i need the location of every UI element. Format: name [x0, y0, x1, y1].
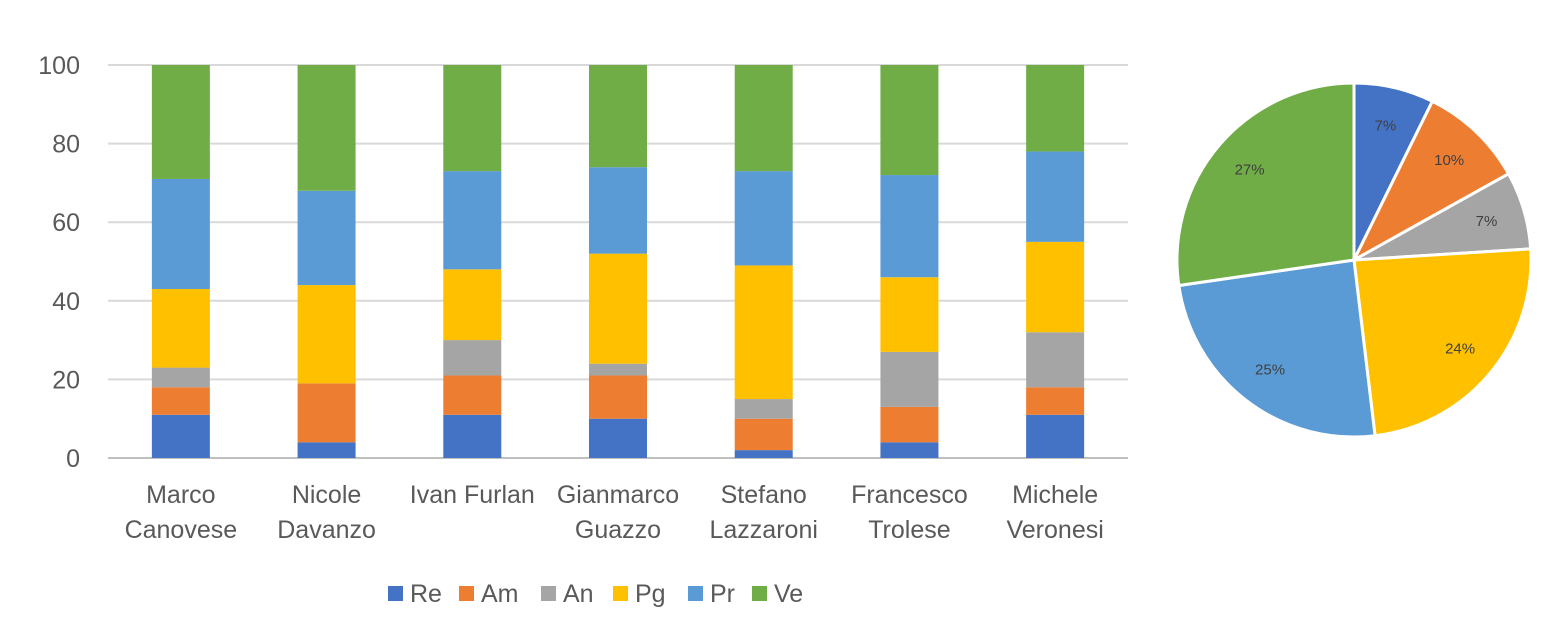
bar-segment-re [880, 442, 939, 458]
legend-label: An [563, 580, 594, 608]
bar-segment-re [589, 418, 647, 458]
bar-segment-pg [589, 253, 647, 364]
y-axis-ticks: 0 20 40 60 80 100 [38, 52, 80, 473]
bar-segment-am [880, 406, 939, 443]
bar-segment-an [151, 367, 210, 388]
bar-segment-re [734, 450, 793, 458]
bar-segment-am [297, 383, 356, 443]
x-tick-label-line: Lazzaroni [710, 516, 818, 544]
legend-swatch-an [541, 586, 556, 601]
bar-segment-am [734, 418, 793, 451]
bar-segment-ve [880, 65, 939, 176]
x-tick-label: Michele Veronesi [1006, 481, 1103, 544]
bar-segment-pg [443, 269, 502, 341]
x-tick-label: Gianmarco Guazzo [557, 481, 679, 544]
bar-segment-pg [297, 285, 356, 384]
bar-segment-ve [1026, 65, 1085, 152]
legend-label: Am [481, 580, 519, 608]
bar-segment-pg [734, 265, 793, 400]
bar-segment-am [443, 375, 502, 415]
x-tick-label-line: Stefano [721, 481, 807, 509]
pie-data-label: 7% [1476, 213, 1498, 230]
bar-segment-ve [297, 65, 356, 191]
bar-segment-pr [151, 178, 210, 290]
pie-data-label: 7% [1375, 118, 1397, 135]
y-tick-label: 0 [66, 445, 80, 473]
x-tick-label: Marco Canovese [125, 481, 238, 544]
legend-label: Pg [635, 580, 666, 608]
bar-segment-re [297, 442, 356, 458]
bars [151, 65, 1085, 458]
y-tick-label: 40 [52, 288, 80, 316]
x-tick-label-line: Trolese [868, 516, 950, 544]
bar-segment-am [589, 375, 647, 419]
x-tick-label: Nicole Davanzo [277, 481, 376, 544]
x-axis-labels: Marco Canovese Nicole Davanzo Ivan Furlan Gia… [125, 481, 1104, 544]
legend-swatch-ve [752, 586, 767, 601]
legend-label: Re [410, 580, 442, 608]
legend-swatch-pr [688, 586, 703, 601]
x-tick-label-line: Guazzo [575, 516, 661, 544]
y-tick-label: 60 [52, 209, 80, 237]
bar-segment-re [151, 414, 210, 458]
pie-data-label: 10% [1434, 152, 1464, 169]
pie-data-label: 25% [1255, 362, 1285, 379]
bar-segment-an [880, 351, 939, 407]
bar-segment-pr [297, 190, 356, 286]
x-tick-label-line: Marco [146, 481, 215, 509]
x-tick-label: Francesco Trolese [851, 481, 968, 544]
legend-swatch-am [459, 586, 474, 601]
legend-swatch-pg [613, 586, 628, 601]
legend-swatch-re [388, 586, 403, 601]
pie-slice-ve [1175, 81, 1356, 288]
bar-segment-pr [734, 171, 793, 266]
bar-segment-am [151, 387, 210, 415]
x-tick-label-line: Gianmarco [557, 481, 679, 509]
bar-segment-an [734, 399, 793, 419]
bar-segment-pr [589, 167, 647, 254]
legend-label: Ve [774, 580, 803, 608]
pie-data-label: 24% [1445, 340, 1475, 357]
x-tick-label: Ivan Furlan [410, 481, 535, 509]
y-tick-label: 100 [38, 52, 80, 80]
legend: Re Am An Pg Pr Ve [388, 580, 803, 608]
x-tick-label-line: Ivan Furlan [410, 481, 535, 509]
pie-chart: 7% 10% 7% 24% 25% 27% [1175, 81, 1533, 439]
bar-segment-re [443, 414, 502, 458]
pie-slice-pr [1177, 258, 1377, 439]
x-tick-label: Stefano Lazzaroni [710, 481, 818, 544]
x-tick-label-line: Francesco [851, 481, 968, 509]
bar-segment-pg [880, 277, 939, 352]
x-tick-label-line: Canovese [125, 516, 238, 544]
bar-segment-pg [151, 289, 210, 368]
x-tick-label-line: Michele [1012, 481, 1098, 509]
pie-slice-am [1350, 99, 1511, 264]
bar-segment-pg [1026, 241, 1085, 333]
bar-segment-an [443, 340, 502, 376]
bar-segment-ve [734, 65, 793, 172]
bar-segment-ve [589, 65, 647, 168]
y-tick-label: 20 [52, 366, 80, 394]
bar-segment-ve [151, 65, 210, 179]
pie-slice-pg [1352, 247, 1533, 438]
bar-segment-ve [443, 65, 502, 172]
bar-segment-pr [1026, 151, 1085, 242]
bar-segment-pr [880, 175, 939, 278]
bar-segment-pr [443, 171, 502, 270]
legend-label: Pr [710, 580, 735, 608]
bar-segment-am [1026, 387, 1085, 415]
bar-segment-an [1026, 332, 1085, 388]
bar-segment-re [1026, 414, 1085, 458]
y-tick-label: 80 [52, 131, 80, 159]
bar-segment-an [589, 363, 647, 376]
x-tick-label-line: Nicole [292, 481, 361, 509]
x-tick-label-line: Davanzo [277, 516, 376, 544]
pie-data-label: 27% [1235, 162, 1265, 179]
x-tick-label-line: Veronesi [1006, 516, 1103, 544]
